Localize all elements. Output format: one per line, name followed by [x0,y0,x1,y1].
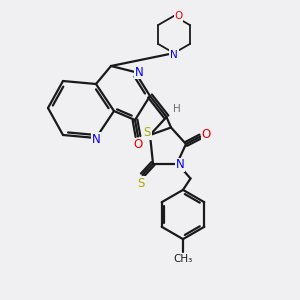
Text: N: N [135,65,144,79]
Text: CH₃: CH₃ [173,254,193,264]
Text: S: S [143,126,151,139]
Text: N: N [92,133,100,146]
Text: S: S [137,177,145,190]
Text: O: O [134,138,142,152]
Text: H: H [173,104,181,115]
Text: O: O [174,11,183,21]
Text: O: O [202,128,211,141]
Text: N: N [176,158,184,172]
Text: N: N [170,50,178,60]
